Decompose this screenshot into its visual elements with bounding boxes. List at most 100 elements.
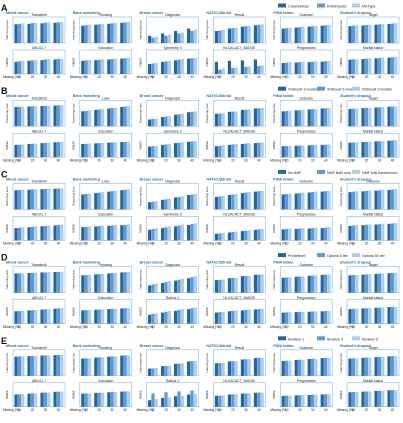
subplot-label: Marital status — [363, 296, 383, 300]
bar — [227, 111, 232, 127]
bar — [368, 190, 372, 210]
bar — [180, 224, 184, 241]
subplot-label: Outcome — [366, 180, 380, 184]
panel-a: A ColumnMean KNNImputer MixType Mixed cancer… — [1, 3, 400, 79]
bar — [164, 199, 168, 210]
bar — [374, 190, 378, 210]
x-axis-label: Missing (%) — [203, 408, 220, 412]
bar — [368, 24, 372, 43]
y-axis-label: Hamming loss — [205, 353, 209, 373]
bar — [120, 272, 124, 293]
bar — [17, 394, 21, 407]
x-tick-label: 10 — [285, 408, 289, 412]
dataset-tile: NATICUSdroid Result Hamming loss NLCACACT_B… — [203, 344, 266, 412]
bar — [361, 274, 365, 293]
legend-label: XGBoost 3 models — [288, 88, 318, 92]
x-tick-label: 20 — [164, 75, 168, 79]
bar — [227, 28, 232, 43]
legend-swatch — [278, 253, 286, 258]
bar — [298, 110, 302, 127]
dataset-title: PIMA Indian — [273, 344, 293, 348]
legend-label: Iteration 9 — [362, 337, 378, 341]
x-tick-label: 30 — [378, 325, 382, 329]
subplot-label: ABCA1.7 — [32, 213, 46, 217]
bar — [151, 146, 155, 158]
bar — [240, 359, 245, 376]
bar — [164, 144, 168, 158]
bar — [126, 21, 131, 43]
bar — [314, 191, 318, 210]
dataset-title: Bank marketing — [73, 344, 100, 348]
bar — [30, 23, 34, 43]
subplot-bottom: Symmetry 3 RMSE — [138, 213, 199, 241]
bar — [257, 392, 261, 407]
bar — [247, 230, 251, 241]
bar — [381, 57, 385, 74]
bar — [324, 61, 328, 74]
bar — [231, 144, 235, 158]
bar — [361, 108, 365, 127]
bar — [126, 189, 131, 210]
bar — [214, 395, 219, 407]
bar — [311, 61, 315, 74]
bar — [324, 227, 328, 241]
bar — [87, 143, 92, 158]
panel-letter: B — [1, 86, 8, 96]
subplot-bottom: Pregnancies RMSE — [272, 129, 333, 158]
bar — [394, 223, 398, 241]
y-axis-label: Hamming loss — [138, 269, 142, 289]
bar — [17, 106, 21, 127]
x-tick-label: 40 — [124, 158, 128, 162]
bar — [307, 228, 311, 241]
dataset-title: Bank marketing — [73, 11, 100, 15]
subplot-top: Result Hamming loss — [205, 263, 266, 293]
bar — [351, 191, 355, 210]
bar — [361, 25, 365, 43]
x-tick-label: 20 — [365, 75, 369, 79]
plot-frame — [146, 349, 199, 377]
bar — [151, 284, 155, 293]
bar — [107, 273, 111, 293]
bar — [240, 310, 245, 324]
y-axis-label: Hamming loss — [72, 353, 76, 373]
bar — [355, 308, 359, 324]
bar — [123, 355, 127, 376]
subplot-top: Outcome Hamming loss — [272, 96, 333, 127]
bar — [288, 228, 292, 241]
subplot-label: Pregnancies — [297, 129, 316, 133]
bar — [298, 276, 302, 293]
y-axis-label: Hamming loss — [339, 269, 343, 289]
bar — [40, 272, 44, 293]
bar — [320, 191, 324, 210]
plot-frame — [12, 132, 66, 158]
subplot-label: Pregnancies — [297, 46, 316, 50]
dataset-title: Student's dropout — [340, 261, 372, 265]
bar — [377, 356, 381, 376]
bar — [123, 391, 127, 407]
bar — [374, 24, 378, 43]
bar — [387, 189, 391, 210]
bar — [100, 23, 105, 43]
bar — [361, 191, 365, 210]
bar — [177, 391, 181, 407]
bar — [314, 358, 318, 376]
bar — [348, 59, 352, 74]
bar — [84, 25, 88, 43]
bar — [164, 365, 168, 376]
legend: Iteration 1 Iteration 5 Iteration 9 — [278, 336, 378, 341]
bar — [14, 228, 18, 241]
bar — [21, 227, 25, 241]
bar — [320, 274, 324, 293]
bar — [320, 144, 324, 158]
subplot-top: Result Hamming loss — [205, 346, 266, 377]
x-tick-label: 30 — [311, 325, 315, 329]
plot-frame — [79, 49, 133, 75]
bar — [257, 309, 261, 324]
bar — [110, 308, 114, 324]
x-tick-label: 30 — [44, 325, 48, 329]
bar — [285, 360, 289, 376]
bar — [394, 272, 398, 293]
bar — [27, 106, 31, 127]
